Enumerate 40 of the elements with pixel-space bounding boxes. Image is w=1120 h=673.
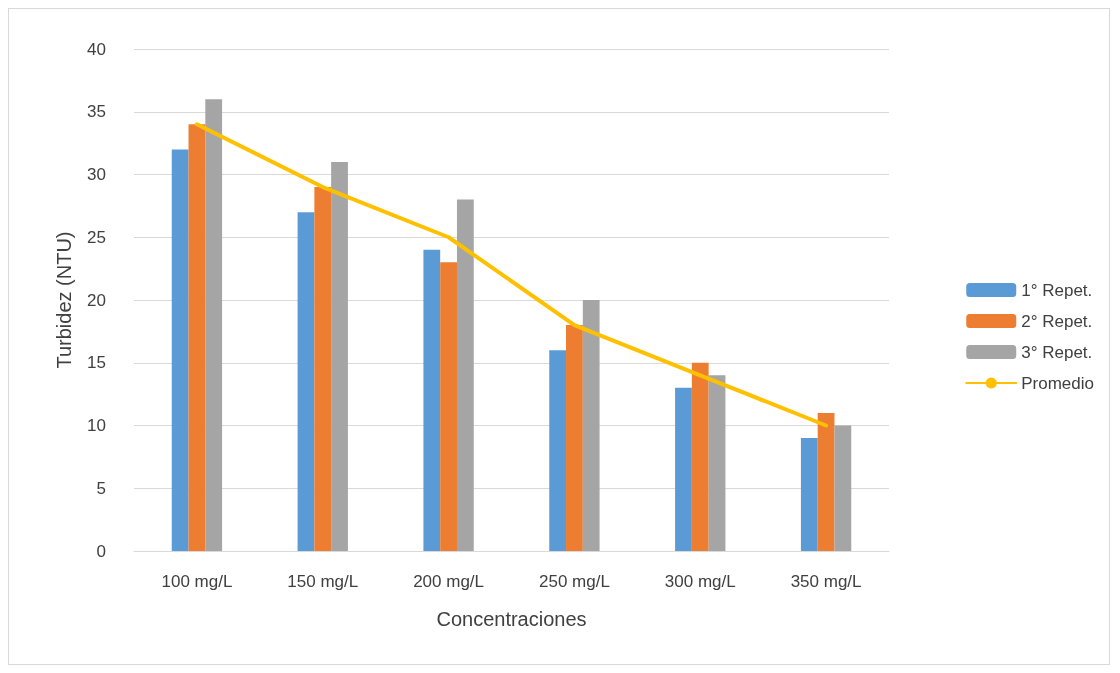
y-tick-label: 20 bbox=[87, 290, 106, 310]
y-tick-label: 0 bbox=[96, 541, 106, 561]
line-series bbox=[194, 122, 829, 428]
bar bbox=[205, 99, 223, 551]
y-tick-label: 10 bbox=[87, 416, 106, 435]
bar bbox=[331, 161, 348, 551]
bar bbox=[708, 375, 726, 551]
x-tick-label: 250 mg/L bbox=[538, 572, 610, 591]
legend-label: 2° Repet. bbox=[1021, 311, 1093, 331]
x-tick-label: 100 mg/L bbox=[161, 572, 233, 591]
bar bbox=[297, 212, 315, 551]
bar bbox=[188, 124, 206, 551]
bar bbox=[314, 187, 332, 551]
y-tick-label: 25 bbox=[87, 227, 106, 247]
legend-label: Promedio bbox=[1021, 373, 1095, 393]
bar bbox=[456, 199, 474, 551]
y-tick-label: 35 bbox=[87, 102, 106, 122]
y-axis-title: Turbidez (NTU) bbox=[53, 231, 75, 369]
legend-label: 1° Repet. bbox=[1021, 280, 1093, 300]
bar bbox=[440, 262, 457, 551]
bar bbox=[834, 425, 852, 551]
legend-label: 3° Repet. bbox=[1021, 342, 1093, 362]
y-tick-label: 30 bbox=[87, 165, 106, 184]
bar bbox=[549, 350, 567, 551]
y-tick-label: 15 bbox=[87, 353, 106, 373]
x-tick-label: 350 mg/L bbox=[790, 572, 862, 591]
bar bbox=[800, 438, 818, 551]
x-tick-label: 150 mg/L bbox=[287, 572, 359, 591]
y-tick-label: 5 bbox=[96, 478, 106, 498]
bar bbox=[171, 149, 189, 551]
bar bbox=[675, 387, 692, 551]
bar bbox=[423, 249, 441, 551]
x-axis-title: Concentraciones bbox=[436, 608, 587, 630]
bar bbox=[582, 300, 600, 551]
y-tick-label: 40 bbox=[87, 39, 106, 59]
x-tick-label: 300 mg/L bbox=[664, 572, 736, 591]
bar bbox=[566, 325, 583, 551]
bar bbox=[817, 412, 835, 551]
x-tick-label: 200 mg/L bbox=[413, 572, 485, 591]
bar bbox=[691, 362, 709, 551]
